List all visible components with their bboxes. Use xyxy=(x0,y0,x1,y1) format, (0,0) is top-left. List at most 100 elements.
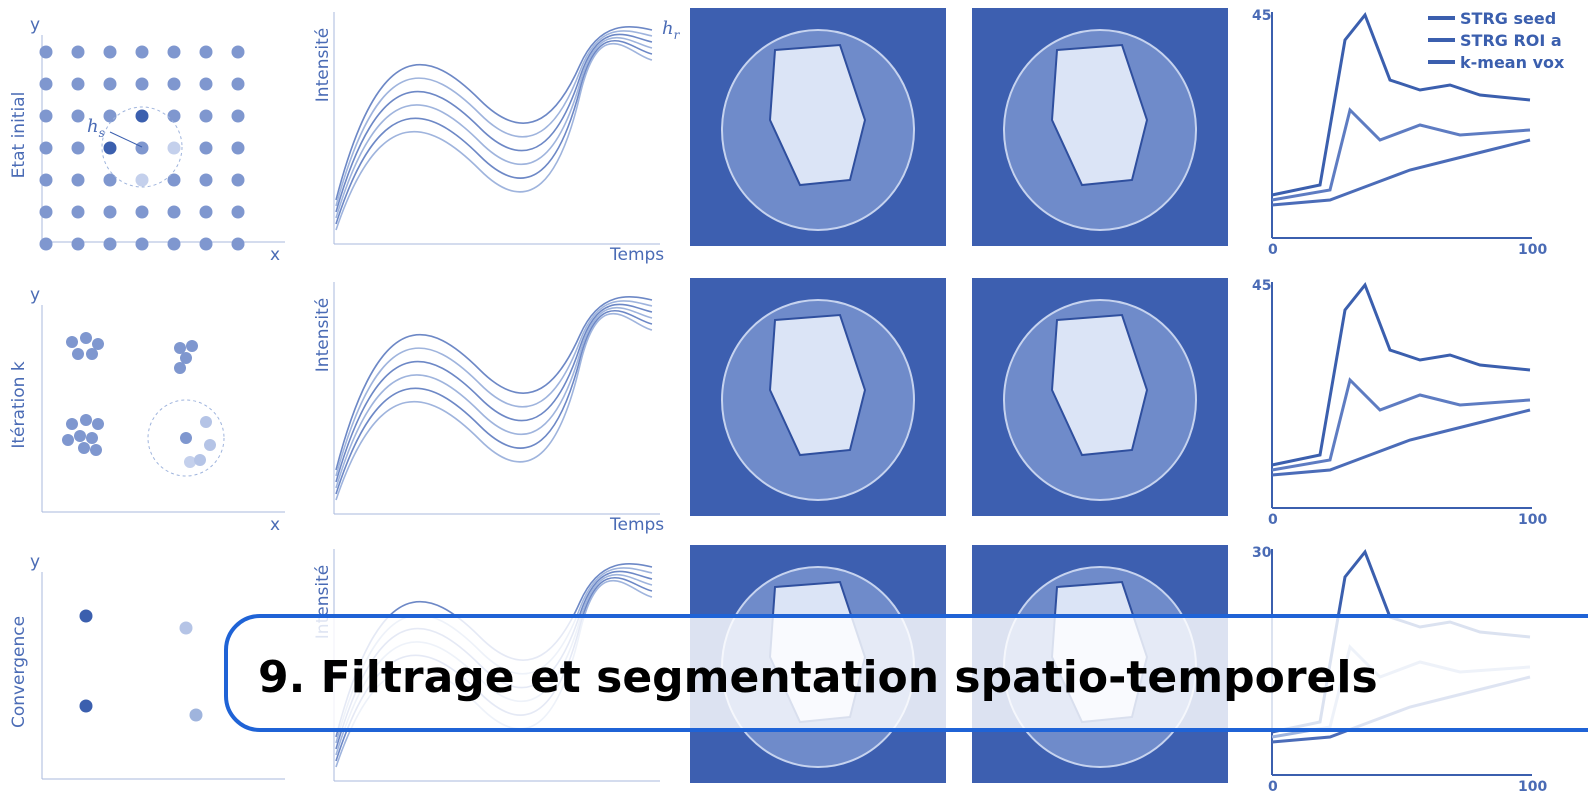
signal xyxy=(1272,140,1530,205)
dot xyxy=(92,338,104,350)
legend-label: STRG seed xyxy=(1460,9,1556,28)
curve xyxy=(336,308,652,488)
curve xyxy=(336,34,652,212)
dot xyxy=(200,174,213,187)
dot xyxy=(180,432,192,444)
x-label: x xyxy=(270,245,280,265)
page: yxEtat initialyxItération kyConvergenceh… xyxy=(0,0,1588,791)
y-label: Intensité xyxy=(313,28,333,102)
dot xyxy=(168,78,181,91)
dot xyxy=(86,432,98,444)
x-label: Temps xyxy=(609,245,664,265)
curve xyxy=(336,311,652,494)
dot xyxy=(200,142,213,155)
dot xyxy=(104,46,117,59)
dot xyxy=(72,110,85,123)
dot xyxy=(204,439,216,451)
row-label: Etat initial xyxy=(9,92,29,179)
dot xyxy=(136,110,149,123)
dot xyxy=(232,46,245,59)
dot xyxy=(104,238,117,251)
dot xyxy=(180,622,193,635)
dot xyxy=(168,206,181,219)
dot xyxy=(200,206,213,219)
dot xyxy=(90,444,102,456)
annotation-sub: r xyxy=(674,28,681,42)
dot xyxy=(232,110,245,123)
legend-label: k-mean vox xyxy=(1460,53,1565,72)
curve xyxy=(336,27,652,200)
dot xyxy=(232,142,245,155)
dot xyxy=(168,238,181,251)
curve xyxy=(336,31,652,206)
dot xyxy=(194,454,206,466)
dot xyxy=(232,174,245,187)
x-tick-label: 0 xyxy=(1268,242,1278,258)
y-label: y xyxy=(30,15,40,35)
dot xyxy=(232,206,245,219)
dot xyxy=(168,110,181,123)
dot xyxy=(40,46,53,59)
annotation-base: h xyxy=(87,116,99,137)
y-label: y xyxy=(30,285,40,305)
dot xyxy=(136,206,149,219)
dot xyxy=(104,110,117,123)
dot xyxy=(180,352,192,364)
dot xyxy=(72,206,85,219)
y-tick-label: 45 xyxy=(1252,278,1271,294)
dot xyxy=(186,340,198,352)
dot xyxy=(40,110,53,123)
dot xyxy=(40,238,53,251)
dot xyxy=(104,78,117,91)
legend-label: STRG ROI a xyxy=(1460,31,1562,50)
dot xyxy=(136,142,149,155)
dot xyxy=(74,430,86,442)
dot xyxy=(104,142,117,155)
curve xyxy=(336,41,652,224)
x-label: x xyxy=(270,515,280,535)
y-tick-label: 30 xyxy=(1252,545,1272,561)
annotation: hr xyxy=(662,18,681,42)
dot xyxy=(40,206,53,219)
dot xyxy=(72,46,85,59)
x-tick-label: 0 xyxy=(1268,512,1278,528)
dot xyxy=(80,332,92,344)
dot xyxy=(80,610,93,623)
x-tick-label: 100 xyxy=(1518,779,1547,791)
row-label: Itération k xyxy=(9,361,29,449)
dot xyxy=(200,238,213,251)
dot xyxy=(136,78,149,91)
y-label: y xyxy=(30,552,40,572)
curve xyxy=(336,301,652,476)
dot xyxy=(136,46,149,59)
dot xyxy=(232,238,245,251)
dot xyxy=(190,709,203,722)
dot xyxy=(136,174,149,187)
signal xyxy=(1272,410,1530,475)
dot xyxy=(66,418,78,430)
y-label: Intensité xyxy=(313,298,333,372)
dot xyxy=(104,206,117,219)
annotation: hs xyxy=(87,116,105,140)
dot xyxy=(66,336,78,348)
dot xyxy=(72,174,85,187)
curve xyxy=(336,44,652,230)
dot xyxy=(72,78,85,91)
curve xyxy=(336,38,652,218)
dot xyxy=(168,46,181,59)
dot xyxy=(80,414,92,426)
dot xyxy=(200,78,213,91)
dot xyxy=(184,456,196,468)
dot xyxy=(86,348,98,360)
dot xyxy=(200,416,212,428)
y-tick-label: 45 xyxy=(1252,8,1271,24)
dot xyxy=(168,142,181,155)
dot xyxy=(232,78,245,91)
dot xyxy=(174,342,186,354)
curve xyxy=(336,314,652,500)
dot xyxy=(72,348,84,360)
x-tick-label: 100 xyxy=(1518,512,1547,528)
chapter-header: yxEtat initialyxItération kyConvergenceh… xyxy=(0,0,1588,791)
dot xyxy=(72,142,85,155)
x-tick-label: 100 xyxy=(1518,242,1547,258)
